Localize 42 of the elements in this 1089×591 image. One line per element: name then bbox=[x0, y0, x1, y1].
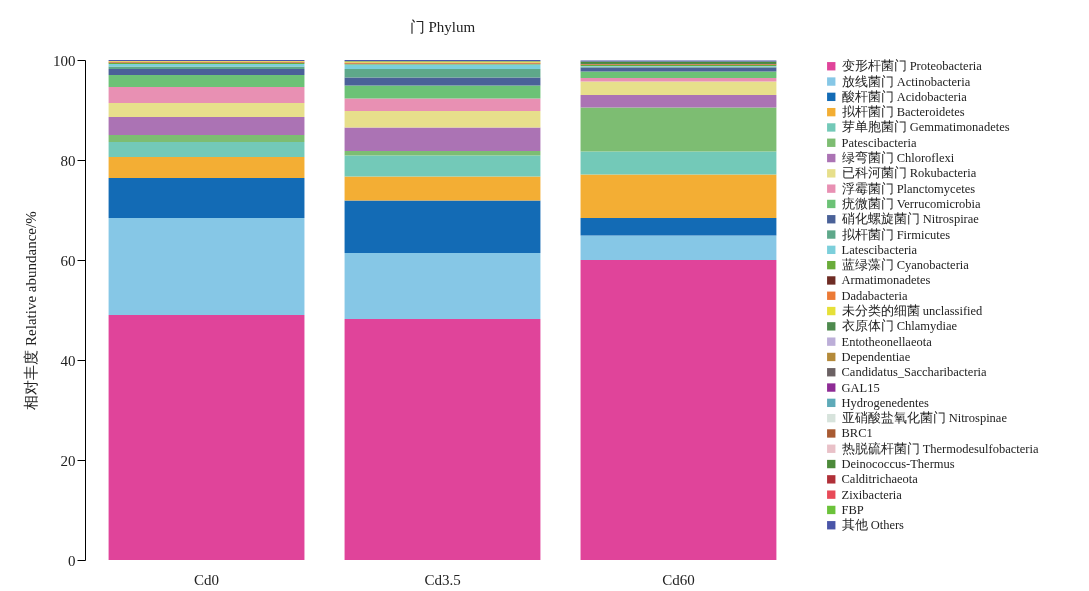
legend-label: Dependentiae bbox=[841, 349, 911, 364]
legend-label: 硝化螺旋菌门 Nitrospirae bbox=[840, 211, 980, 227]
legend-label: BRC1 bbox=[841, 426, 873, 441]
x-tick-label: Cd60 bbox=[662, 571, 695, 588]
legend-label: 已科河菌门 Rokubacteria bbox=[841, 165, 977, 181]
legend-label: 绿弯菌门 Chloroflexi bbox=[841, 150, 955, 166]
y-tick-label: 20 bbox=[60, 452, 76, 469]
legend-label: 变形杆菌门 Proteobacteria bbox=[841, 58, 983, 74]
legend-label: Zixibacteria bbox=[841, 487, 903, 502]
x-tick-label: Cd3.5 bbox=[424, 571, 461, 588]
y-tick-label: 60 bbox=[60, 252, 76, 269]
legend-label: 拟杆菌门 Firmicutes bbox=[841, 226, 951, 242]
legend-label: 浮霉菌门 Planctomycetes bbox=[841, 180, 976, 196]
legend-label: 疣微菌门 Verrucomicrobia bbox=[841, 195, 982, 211]
legend-label: 其他 Others bbox=[841, 518, 905, 533]
legend-label: Hydrogenedentes bbox=[841, 395, 930, 410]
legend-label: 放线菌门 Actinobacteria bbox=[841, 73, 971, 89]
legend-label: 衣原体门 Chlamydiae bbox=[841, 318, 958, 334]
legend-label: Armatimonadetes bbox=[841, 273, 931, 288]
legend-label: 拟杆菌门 Bacteroidetes bbox=[841, 104, 965, 120]
legend-label: 蓝绿藻门 Cyanobacteria bbox=[841, 257, 970, 273]
y-tick-label: 40 bbox=[60, 352, 76, 369]
legend-label: Deinococcus-Thermus bbox=[841, 457, 955, 472]
y-tick-label: 100 bbox=[53, 52, 76, 69]
legend-label: 酸杆菌门 Acidobacteria bbox=[841, 88, 968, 104]
y-tick-label: 0 bbox=[68, 552, 76, 569]
y-tick-label: 80 bbox=[60, 152, 76, 169]
legend-label: Candidatus_Saccharibacteria bbox=[841, 365, 988, 380]
chart-title: 门 Phylum bbox=[409, 19, 476, 35]
legend-label: 热脱硫杆菌门 Thermodesulfobacteria bbox=[841, 440, 1039, 456]
legend-label: FBP bbox=[841, 502, 864, 517]
legend-label: 未分类的细菌 unclassified bbox=[841, 304, 984, 319]
legend-label: Dadabacteria bbox=[841, 288, 908, 303]
legend-label: Patescibacteria bbox=[841, 135, 917, 150]
legend-label: 亚硝酸盐氧化菌门 Nitrospinae bbox=[841, 410, 1008, 426]
legend-label: GAL15 bbox=[841, 380, 880, 395]
x-tick-label: Cd0 bbox=[194, 571, 220, 588]
legend-label: Entotheonellaeota bbox=[841, 334, 933, 349]
legend-label: Calditrichaeota bbox=[841, 472, 919, 487]
y-axis-title: 相对丰度 Relative abundance/% bbox=[23, 211, 39, 410]
legend-label: 芽单胞菌门 Gemmatimonadetes bbox=[841, 119, 1010, 135]
legend-label: Latescibacteria bbox=[841, 242, 918, 257]
